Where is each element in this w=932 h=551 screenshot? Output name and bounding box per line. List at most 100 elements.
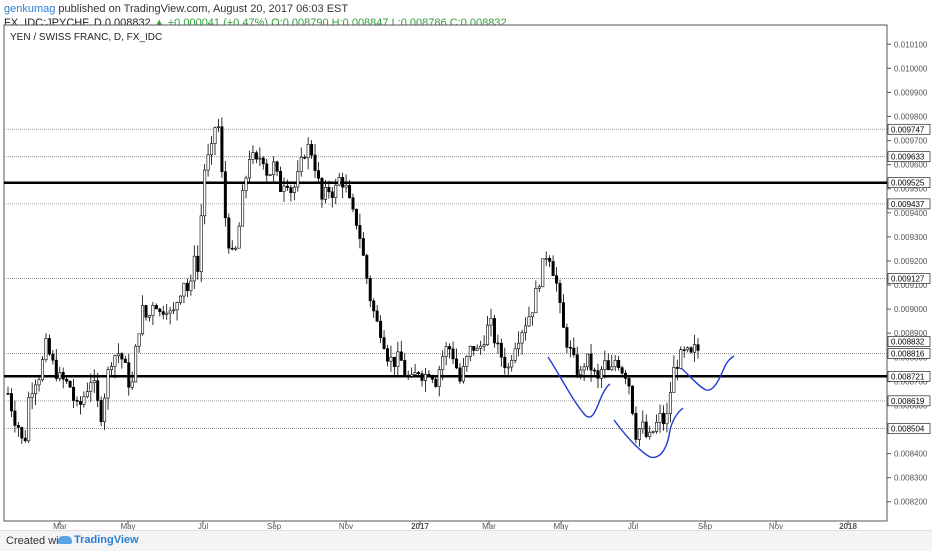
candle-body (534, 288, 538, 314)
candle-body (379, 320, 383, 338)
candle-body (430, 376, 434, 380)
candle-body (341, 177, 345, 188)
price-level-label: 0.008619 (891, 397, 925, 406)
candle-body (47, 338, 51, 355)
candle-body (248, 159, 252, 179)
candle-body (72, 386, 76, 401)
candle-body (486, 324, 490, 346)
candle-body (399, 351, 403, 361)
candle-body (410, 374, 414, 377)
candle-body (634, 413, 638, 440)
candle-body (592, 369, 596, 372)
x-tick-label: Sep (267, 522, 282, 530)
candle-body (6, 393, 10, 395)
candle-body (103, 397, 107, 423)
publisher-user-link[interactable]: genkumag (4, 3, 56, 15)
candle-body (693, 344, 697, 353)
price-level-label: 0.009437 (891, 200, 925, 209)
candle-body (686, 347, 690, 351)
price-level-box (887, 123, 931, 135)
candle-body (496, 342, 500, 345)
candle-body (630, 385, 634, 414)
candle-body (147, 315, 151, 318)
price-level-box (887, 395, 931, 407)
candle-body (265, 163, 269, 176)
candle-body (213, 127, 217, 144)
price-level-box (887, 370, 931, 382)
candle-body (541, 258, 545, 288)
candle-body (82, 396, 86, 405)
y-tick-label: 0.008700 (894, 377, 928, 386)
candle-body (337, 177, 341, 186)
candle-body (651, 431, 655, 433)
candle-body (275, 161, 279, 172)
last-price-box (887, 336, 931, 347)
candle-body (89, 382, 93, 392)
candle-body (234, 247, 238, 250)
price-level-label: 0.008504 (891, 425, 925, 434)
candle-body (696, 344, 700, 351)
candle-body (137, 333, 141, 347)
published-text: published on TradingView.com, August 20,… (55, 3, 349, 15)
blue-curve-right (680, 355, 735, 391)
candle-body (241, 190, 245, 227)
x-tick-label: Sep (698, 522, 713, 530)
y-tick-label: 0.008900 (894, 329, 928, 338)
candle-body (303, 156, 307, 159)
candle-body (523, 325, 527, 334)
candle-body (189, 280, 193, 291)
candle-body (637, 428, 641, 440)
candle-body (192, 255, 196, 282)
candle-body (606, 360, 610, 371)
candle-body (530, 312, 534, 318)
candle-body (668, 392, 672, 414)
candle-body (558, 282, 562, 303)
candle-body (289, 187, 293, 193)
candle-body (517, 342, 521, 350)
candle-body (679, 349, 683, 369)
candle-body (182, 282, 186, 297)
candle-body (475, 347, 479, 351)
x-tick-label: Jul (628, 522, 638, 530)
candle-body (110, 366, 114, 370)
candle-body (396, 351, 400, 367)
y-tick-label: 0.008200 (894, 498, 928, 507)
candle-body (658, 413, 662, 423)
y-tick-label: 0.009300 (894, 233, 928, 242)
candle-body (223, 171, 227, 219)
candle-body (282, 185, 286, 192)
x-tick-label: Mar (482, 522, 496, 530)
candle-body (620, 367, 624, 374)
candle-body (551, 261, 555, 276)
x-tick-label: 2017 (411, 522, 429, 530)
candle-body (458, 367, 462, 382)
candle-body (30, 393, 34, 398)
candle-body (258, 157, 262, 160)
candle-body (499, 342, 503, 358)
candle-body (482, 344, 486, 347)
candle-body (327, 186, 331, 193)
candle-body (320, 178, 324, 200)
candle-body (537, 286, 541, 289)
candle-body (451, 348, 455, 360)
tradingview-brand-link[interactable]: TradingView (58, 534, 139, 546)
candle-body (472, 345, 476, 351)
x-tick-label: May (553, 522, 568, 530)
price-level-label: 0.008816 (891, 349, 925, 358)
price-level-label: 0.009525 (891, 179, 925, 188)
candle-body (296, 171, 300, 188)
candle-body (575, 354, 579, 375)
candle-body (468, 345, 472, 357)
candle-body (272, 161, 276, 176)
candle-body (596, 370, 600, 379)
price-chart[interactable]: YEN / SWISS FRANC, D, FX_IDC 0.010100 0.0… (0, 0, 932, 530)
cloud-logo-icon (58, 536, 72, 545)
price-level-label: 0.009127 (891, 275, 925, 284)
candle-body (68, 380, 72, 388)
candle-body (417, 372, 421, 374)
candle-body (58, 372, 62, 379)
candle-body (589, 353, 593, 371)
candle-body (385, 348, 389, 362)
candle-body (358, 225, 362, 239)
x-tick-label: Nov (339, 522, 353, 530)
